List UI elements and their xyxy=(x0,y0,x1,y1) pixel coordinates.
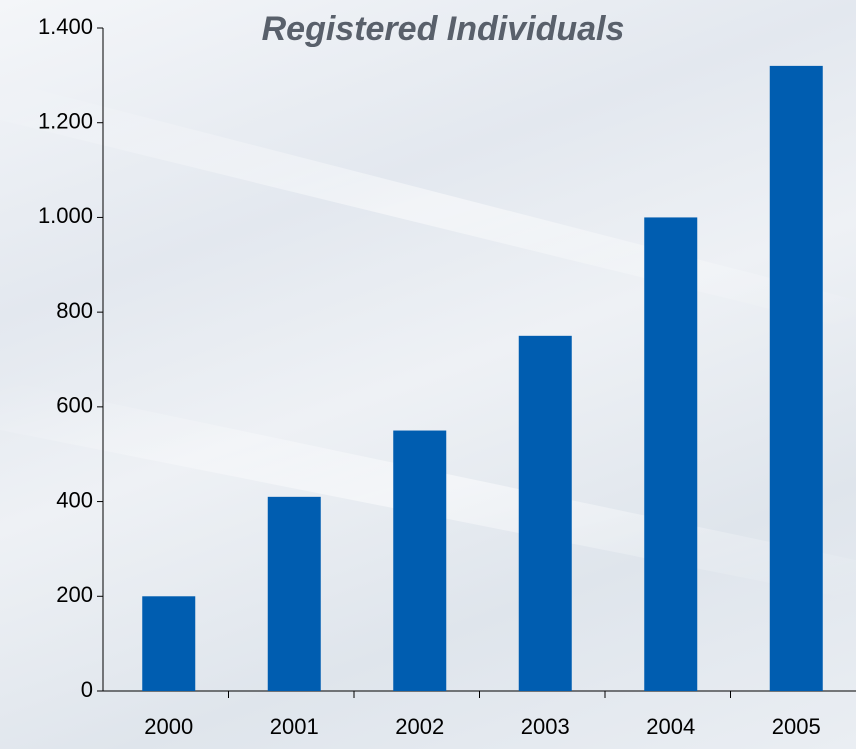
x-tick-label: 2000 xyxy=(144,714,193,739)
chart-title: Registered Individuals xyxy=(262,10,625,48)
y-tick-label: 200 xyxy=(56,582,93,607)
y-tick-label: 600 xyxy=(56,393,93,418)
bar xyxy=(644,217,698,691)
bar xyxy=(267,496,321,691)
bar xyxy=(393,430,447,691)
x-tick-label: 2003 xyxy=(521,714,570,739)
x-tick-label: 2001 xyxy=(270,714,319,739)
x-tick-label: 2005 xyxy=(772,714,821,739)
y-tick-label: 1.400 xyxy=(38,14,93,39)
y-tick-label: 800 xyxy=(56,298,93,323)
bar xyxy=(518,335,572,691)
bar xyxy=(769,65,823,691)
bar xyxy=(142,596,196,691)
background-streak xyxy=(0,80,856,330)
y-tick-label: 1.000 xyxy=(38,203,93,228)
y-tick-label: 0 xyxy=(81,677,93,702)
x-tick-label: 2004 xyxy=(646,714,695,739)
y-tick-label: 400 xyxy=(56,487,93,512)
y-tick-label: 1.200 xyxy=(38,109,93,134)
x-tick-label: 2002 xyxy=(395,714,444,739)
